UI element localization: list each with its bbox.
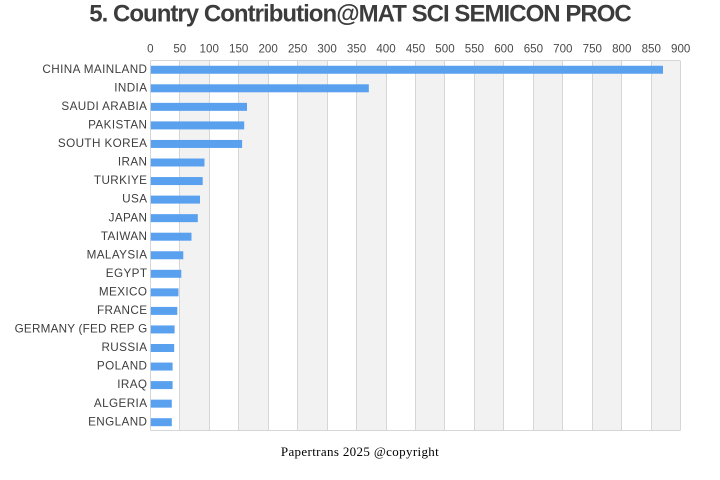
svg-text:450: 450 (406, 42, 425, 55)
svg-text:150: 150 (229, 42, 248, 55)
svg-text:ALGERIA: ALGERIA (94, 397, 147, 410)
svg-text:TAIWAN: TAIWAN (101, 230, 148, 243)
svg-text:200: 200 (258, 42, 277, 55)
svg-text:800: 800 (612, 42, 631, 55)
svg-text:TURKIYE: TURKIYE (94, 174, 147, 187)
svg-text:Papertrans 2025 @copyright: Papertrans 2025 @copyright (281, 444, 439, 459)
svg-text:IRAN: IRAN (118, 156, 148, 169)
svg-text:RUSSIA: RUSSIA (101, 341, 147, 354)
svg-text:700: 700 (553, 42, 572, 55)
svg-text:550: 550 (465, 42, 484, 55)
svg-text:POLAND: POLAND (97, 360, 147, 373)
svg-text:850: 850 (642, 42, 661, 55)
svg-text:USA: USA (122, 193, 147, 206)
svg-text:IRAQ: IRAQ (117, 378, 147, 391)
svg-text:INDIA: INDIA (114, 81, 147, 94)
svg-text:250: 250 (288, 42, 307, 55)
svg-text:600: 600 (494, 42, 513, 55)
svg-text:0: 0 (147, 42, 153, 55)
svg-text:MEXICO: MEXICO (99, 285, 148, 298)
svg-text:300: 300 (317, 42, 336, 55)
svg-text:PAKISTAN: PAKISTAN (88, 119, 147, 132)
svg-text:750: 750 (583, 42, 602, 55)
svg-text:500: 500 (435, 42, 454, 55)
svg-text:CHINA MAINLAND: CHINA MAINLAND (42, 63, 147, 76)
svg-text:50: 50 (173, 42, 186, 55)
svg-text:650: 650 (524, 42, 543, 55)
svg-text:EGYPT: EGYPT (106, 267, 148, 280)
svg-text:400: 400 (376, 42, 395, 55)
svg-text:MALAYSIA: MALAYSIA (87, 248, 148, 261)
svg-text:SAUDI ARABIA: SAUDI ARABIA (61, 100, 147, 113)
svg-text:350: 350 (347, 42, 366, 55)
svg-text:100: 100 (200, 42, 219, 55)
svg-text:ENGLAND: ENGLAND (88, 415, 147, 428)
svg-text:900: 900 (671, 42, 690, 55)
svg-text:FRANCE: FRANCE (97, 304, 147, 317)
svg-text:JAPAN: JAPAN (109, 211, 148, 224)
svg-text:GERMANY (FED REP G: GERMANY (FED REP G (15, 323, 148, 336)
svg-text:SOUTH KOREA: SOUTH KOREA (58, 137, 147, 150)
svg-text:5. Country Contribution@MAT SC: 5. Country Contribution@MAT SCI SEMICON … (89, 1, 631, 28)
